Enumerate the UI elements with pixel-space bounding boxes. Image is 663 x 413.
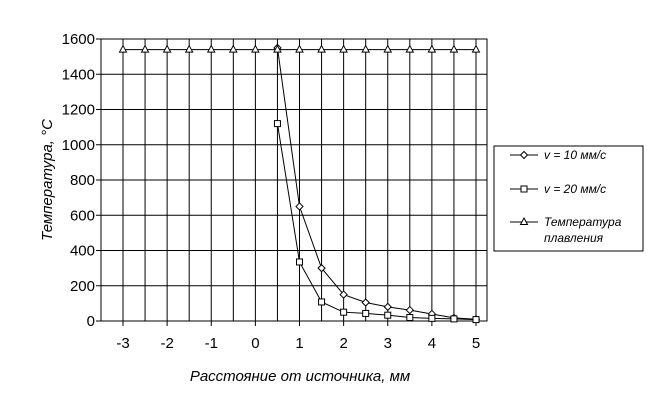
data-point	[162, 44, 172, 53]
legend-item-1: v = 10 мм/с	[510, 148, 606, 162]
data-point	[339, 44, 348, 53]
x-tick-label: 3	[384, 335, 392, 352]
y-tick-label: 800	[70, 172, 95, 189]
data-point	[340, 308, 348, 316]
data-point	[296, 258, 303, 266]
x-axis-title: Расстояние от источника, мм	[190, 368, 410, 385]
data-point	[361, 298, 370, 307]
y-tick-label: 0	[87, 313, 95, 330]
data-point	[471, 44, 481, 53]
data-point	[228, 44, 238, 53]
legend-marker	[520, 185, 528, 193]
legend: v = 10 мм/с v = 20 мм/с Температура плавлен…	[493, 145, 644, 252]
legend-label: v = 10 мм/с	[544, 148, 606, 162]
series-line	[276, 123, 477, 321]
data-point	[140, 44, 150, 53]
data-point	[406, 313, 414, 321]
legend-marker	[519, 216, 529, 225]
y-tick-label: 200	[70, 278, 95, 295]
x-tick-label: 2	[339, 335, 347, 352]
data-point	[184, 44, 194, 53]
ticks-layer: 0 200 400 600 800 1000 1200 1400 1600 -3 -2 -1 0 1 2 3 4…	[62, 31, 481, 352]
data-point	[206, 44, 216, 53]
data-point	[118, 44, 128, 53]
y-tick-label: 400	[70, 243, 95, 260]
data-point	[295, 202, 304, 211]
data-point	[317, 263, 326, 273]
x-tick-label: -3	[116, 335, 129, 352]
data-point	[317, 44, 326, 53]
legend-marker	[519, 150, 529, 160]
x-tick-label: -2	[160, 335, 173, 352]
x-tick-label: 0	[251, 335, 259, 352]
data-point	[273, 120, 281, 128]
y-tick-label: 1000	[62, 137, 95, 154]
data-point	[405, 305, 415, 315]
legend-item-2: v = 20 мм/с	[510, 182, 606, 196]
data-point	[405, 44, 415, 53]
series-line	[276, 47, 477, 320]
data-point	[450, 315, 458, 323]
data-point	[339, 290, 348, 299]
data-point	[383, 44, 393, 53]
legend-box	[493, 145, 644, 252]
data-point	[273, 44, 282, 53]
legend-label: v = 20 мм/с	[544, 182, 606, 196]
legend-label: Температура	[544, 215, 622, 229]
series-1	[273, 43, 481, 324]
plot-border	[100, 38, 488, 322]
data-point	[472, 316, 480, 324]
x-tick-label: 5	[472, 335, 480, 352]
series-3	[118, 44, 481, 53]
data-point	[384, 311, 392, 319]
data-point	[427, 44, 437, 53]
series-layer	[118, 43, 481, 324]
legend-label: плавления	[544, 231, 604, 245]
y-tick-label: 1400	[62, 66, 95, 83]
data-point	[318, 298, 326, 306]
data-point	[428, 314, 436, 322]
x-tick-label: 4	[428, 335, 436, 352]
data-point	[362, 309, 370, 317]
legend-item-3: Температура плавления	[510, 215, 622, 245]
x-tick-label: 1	[295, 335, 303, 352]
data-point	[361, 44, 371, 53]
grid-layer	[101, 38, 487, 322]
data-point	[295, 44, 304, 53]
y-axis-title: Температура, °С	[39, 119, 56, 241]
data-point	[383, 302, 392, 312]
y-tick-label: 1200	[62, 102, 95, 119]
series-2	[273, 120, 480, 324]
y-tick-label: 1600	[62, 31, 95, 48]
y-tick-label: 600	[70, 207, 95, 224]
axes-layer	[96, 38, 488, 326]
data-point	[449, 44, 459, 53]
data-point	[251, 44, 260, 53]
x-tick-label: -1	[205, 335, 218, 352]
